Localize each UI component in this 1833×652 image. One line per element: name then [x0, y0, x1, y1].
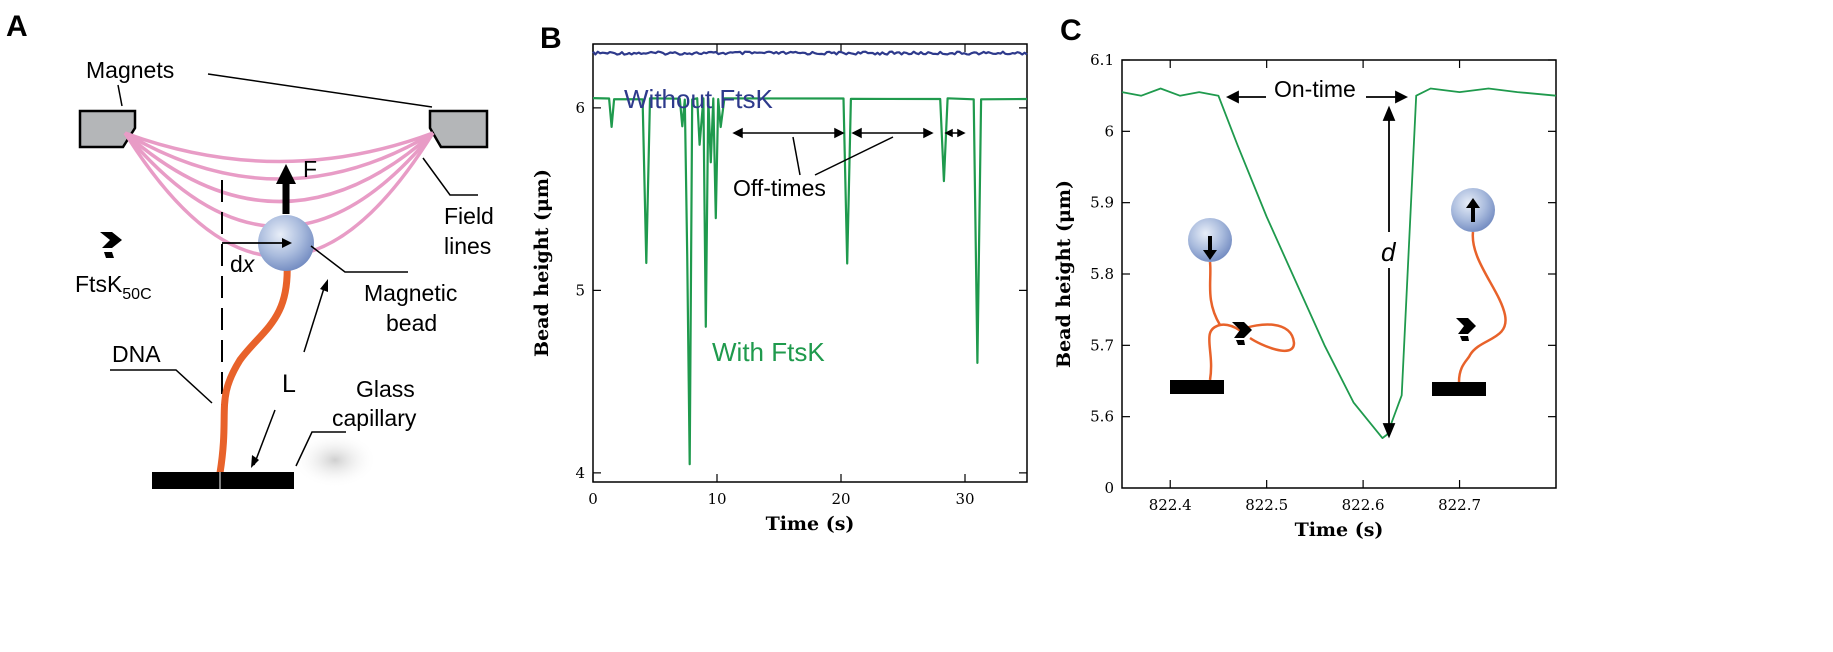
y-tick-label: 5.8: [1090, 265, 1114, 283]
x-tick-label: 30: [955, 490, 974, 508]
y-tick-label: 5: [575, 281, 585, 299]
extended-dna-strand: [1457, 231, 1507, 383]
y-tick-label-zero: 0: [1104, 479, 1114, 497]
panel-letter-c: C: [1060, 14, 1082, 47]
series-line-2: [592, 97, 1028, 466]
magnets-label: Magnets: [86, 57, 174, 83]
inset-surface-left: [1170, 380, 1224, 394]
panel-letter-b: B: [540, 22, 562, 55]
without-ftsk-label: Without FtsK: [624, 84, 773, 114]
field-lines-leader: [422, 157, 478, 196]
magnets-leader-left: [117, 84, 123, 107]
panel-a: A Magnets F dx Magnetic bead: [6, 10, 494, 489]
with-ftsk-label: With FtsK: [712, 337, 825, 367]
ftsk-label: FtsK: [75, 271, 123, 297]
inset-ftsk-released-icon: [1456, 318, 1476, 341]
glass-capillary-label-1: Glass: [356, 376, 415, 402]
panel-b: B 0 10 20 30 4 5 6 Time (s) Bead height (μm) Wit…: [531, 22, 1028, 535]
force-label: F: [303, 156, 317, 182]
x-tick-label: 822.7: [1438, 496, 1481, 514]
y-tick-label: 5.9: [1090, 194, 1114, 212]
field-lines-label-1: Field: [444, 203, 494, 229]
plot-frame: [1121, 59, 1557, 489]
y-tick-label: 6.1: [1090, 51, 1114, 69]
series-line-1: [1121, 87, 1557, 440]
y-tick-label: 6: [575, 99, 585, 117]
dx-label-d: d: [230, 251, 243, 277]
inset-down-arrow-icon: [1203, 250, 1217, 260]
ftsk-motor-icon: [100, 232, 122, 258]
off-times-label: Off-times: [733, 175, 826, 201]
x-tick-label: 10: [707, 490, 726, 508]
magnetic-bead-label-1: Magnetic: [364, 280, 457, 306]
plot-frame: [592, 43, 1028, 483]
magnets-leader-right: [207, 73, 433, 108]
svg-text:FtsK50C: FtsK50C: [75, 271, 152, 303]
y-axis-label: Bead height (μm): [1053, 180, 1075, 368]
y-axis-label: Bead height (μm): [531, 169, 553, 357]
dx-label-x: x: [242, 251, 256, 277]
magnetic-bead-label-2: bead: [386, 310, 437, 336]
dna-label: DNA: [112, 341, 161, 367]
chart-c: 822.4 822.5 822.6 822.7 5.6 5.7 5.8 5.9 6 6.1 0 Tim…: [1053, 51, 1557, 541]
off-time-arrows: [732, 127, 966, 176]
depth-label: d: [1381, 237, 1397, 267]
y-tick-label: 5.7: [1090, 336, 1114, 354]
on-time-label: On-time: [1274, 76, 1356, 102]
ftsk-subscript: 50C: [122, 286, 151, 303]
panel-letter-a: A: [6, 10, 28, 43]
glass-capillary-surface: [152, 472, 294, 489]
x-axis-label: Time (s): [1295, 519, 1384, 541]
glass-capillary-leader: [295, 431, 346, 467]
y-tick-label: 4: [575, 464, 585, 482]
x-tick-label: 0: [588, 490, 598, 508]
length-arrow-up: [303, 284, 326, 353]
force-arrowhead-icon: [276, 164, 296, 184]
x-tick-label: 822.4: [1149, 496, 1192, 514]
y-tick-label: 6: [1104, 122, 1114, 140]
x-tick-label: 822.6: [1342, 496, 1385, 514]
inset-extended-dna: [1432, 188, 1507, 396]
magnet-right: [428, 109, 489, 149]
panel-c: C 822.4 822.5 822.6 822.7 5.6 5.7 5.8 5.9 6 6.1 0 T…: [1053, 14, 1557, 541]
capillary-shadow: [293, 432, 377, 488]
length-label: L: [282, 370, 296, 398]
bead-leader: [310, 245, 408, 273]
x-tick-label: 822.5: [1245, 496, 1288, 514]
chart-b: 0 10 20 30 4 5 6 Time (s) Bead height (μm): [531, 43, 1028, 535]
inset-ftsk-icon: [1232, 322, 1252, 345]
svg-text:dx: dx: [230, 251, 256, 277]
inset-surface-right: [1432, 382, 1486, 396]
length-arrow-down: [253, 409, 276, 466]
inset-looped-dna: [1170, 218, 1296, 394]
x-axis-label: Time (s): [766, 513, 855, 535]
y-tick-label: 5.6: [1090, 408, 1114, 426]
field-lines-label-2: lines: [444, 233, 491, 259]
glass-capillary-label-2: capillary: [332, 405, 417, 431]
magnet-left: [78, 109, 137, 149]
dna-strand: [216, 258, 291, 477]
x-tick-label: 20: [831, 490, 850, 508]
dna-leader: [110, 369, 213, 404]
inset-up-arrow-icon: [1466, 198, 1480, 208]
series-line-1: [592, 50, 1028, 56]
depth-arrow: [1382, 105, 1396, 439]
looped-dna-strand: [1207, 261, 1296, 381]
